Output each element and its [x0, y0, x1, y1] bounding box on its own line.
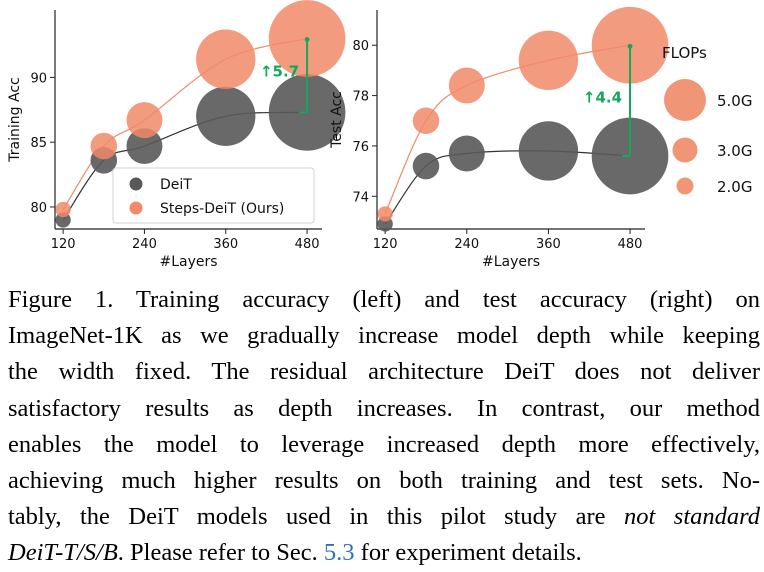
caption-line-2: ImageNet-1K as we gradually increase mod… — [8, 322, 760, 350]
caption-line-1: Figure 1. Training accuracy (left) and t… — [8, 286, 760, 313]
legend-label-deit: DeiT — [160, 177, 192, 193]
flops-legend-title: FLOPs — [662, 44, 707, 62]
y-tick-label: 90 — [30, 71, 47, 86]
data-point-deit — [196, 86, 256, 146]
x-tick-label: 360 — [536, 237, 561, 252]
flops-legend-swatch — [672, 137, 698, 163]
x-axis-label: #Layers — [482, 254, 540, 270]
caption-line-8: DeiT-T/S/B. Please refer to Sec. 5.3 for… — [8, 535, 760, 571]
legend-swatch-steps-deit — [129, 201, 143, 215]
data-point-deit — [448, 135, 485, 172]
y-tick-label: 80 — [352, 39, 369, 54]
caption-line-4: satisfactory results as depth increases.… — [8, 394, 760, 422]
gain-arrow-head — [627, 43, 633, 49]
flops-legend: FLOPs 5.0G 3.0G 2.0G — [662, 44, 752, 196]
data-point-steps-deit — [412, 107, 440, 135]
y-tick-label: 80 — [30, 201, 47, 216]
data-point-deit — [412, 152, 440, 180]
x-tick-label: 480 — [295, 237, 320, 252]
x-tick-label: 120 — [373, 237, 398, 252]
y-tick-label: 78 — [352, 90, 369, 105]
gain-annotation-label: ↑5.7 — [260, 63, 299, 81]
caption-italic-not-standard: not standard — [624, 503, 760, 531]
series-legend-box — [112, 167, 315, 224]
caption-line-6: achieving much higher results on both tr… — [8, 467, 760, 495]
figure-caption: Figure 1. Training accuracy (left) and t… — [8, 282, 760, 572]
x-axis-label: #Layers — [159, 254, 217, 270]
legend-swatch-deit — [129, 177, 143, 191]
figure-canvas: 120 240 360 480 80 85 90 #Layers Training Acc ↑5.… — [7, 0, 752, 270]
flops-legend-swatch — [676, 177, 694, 195]
flops-legend-label: 5.0G — [717, 92, 752, 110]
data-point-steps-deit — [518, 30, 579, 91]
data-point-deit — [126, 128, 163, 165]
chart-panel-left: 120 240 360 480 80 85 90 #Layers Training Acc ↑5.… — [7, 0, 346, 270]
y-axis-label: Test Acc — [329, 91, 345, 149]
caption-refer-text: . Please refer to Sec. — [117, 539, 324, 567]
data-point-steps-deit — [377, 206, 393, 222]
flops-legend-label: 2.0G — [717, 178, 752, 196]
x-tick-label: 480 — [618, 237, 643, 252]
chart-panel-right: 120 240 360 480 74 76 78 80 #Layers Test Acc ↑4.4 — [329, 6, 669, 270]
caption-line-7-text: tably, the DeiT models used in this pilo… — [8, 503, 625, 531]
y-axis-label: Training Acc — [7, 77, 23, 162]
y-tick-label: 85 — [30, 136, 47, 151]
y-tick-label: 74 — [352, 190, 369, 205]
x-tick-label: 120 — [51, 237, 76, 252]
x-tick-label: 240 — [132, 237, 157, 252]
caption-italic-model-names: DeiT-T/S/B — [8, 539, 118, 567]
flops-legend-label: 3.0G — [717, 142, 752, 160]
caption-tail: for experiment details. — [354, 539, 582, 567]
data-point-steps-deit — [126, 102, 163, 139]
flops-legend-swatch — [664, 79, 706, 121]
data-point-steps-deit — [55, 201, 71, 218]
legend-label-steps-deit: Steps-DeiT (Ours) — [160, 201, 284, 217]
caption-line-3: the width fixed. The residual architectu… — [8, 358, 760, 386]
caption-line-5: enables the model to leverage increased … — [8, 430, 760, 458]
figure: 120 240 360 480 80 85 90 #Layers Training Acc ↑5.… — [0, 0, 764, 280]
y-tick-label: 76 — [352, 140, 369, 155]
x-tick-label: 360 — [213, 237, 238, 252]
data-point-steps-deit — [196, 29, 256, 89]
data-point-deit — [518, 121, 579, 181]
gain-arrow-head — [304, 37, 310, 42]
caption-line-7: tably, the DeiT models used in this pilo… — [8, 499, 760, 535]
data-point-steps-deit — [90, 132, 118, 160]
data-point-steps-deit — [448, 67, 485, 104]
x-tick-label: 240 — [454, 237, 479, 252]
section-ref-link[interactable]: 5.3 — [323, 539, 355, 567]
gain-annotation-label: ↑4.4 — [583, 89, 622, 107]
